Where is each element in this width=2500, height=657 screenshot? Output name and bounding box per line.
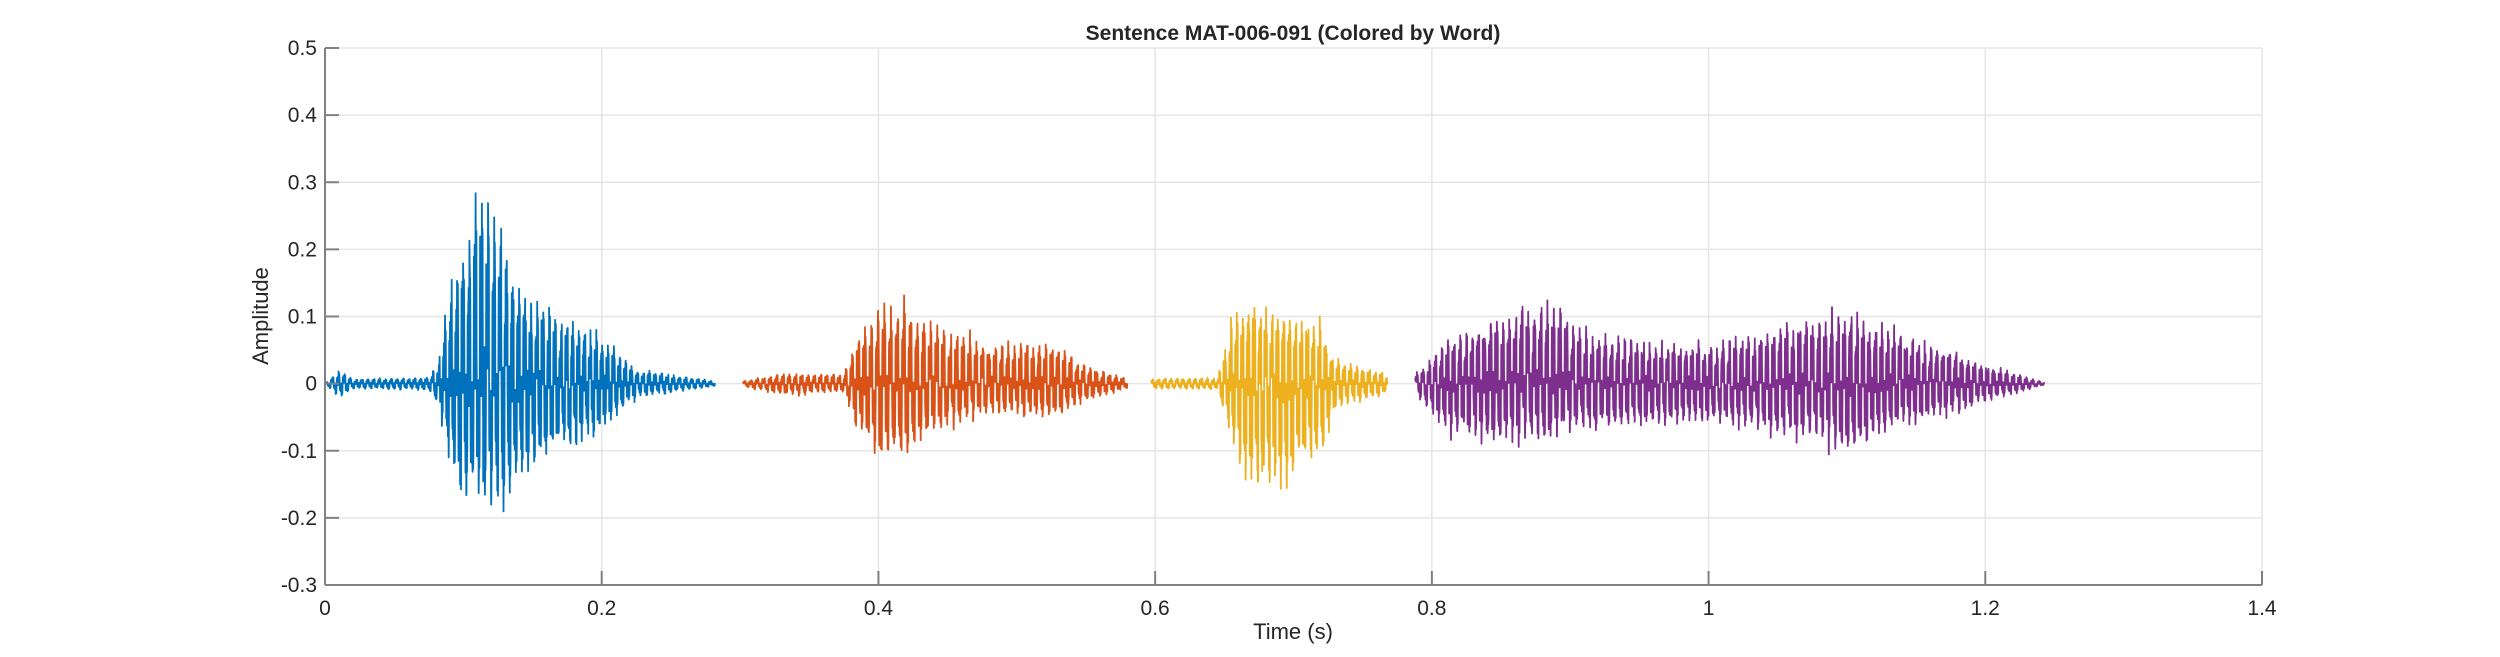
grid-lines (324, 47, 2263, 586)
series-line-word-4 (1414, 299, 2046, 456)
y-tick-label: 0.3 (288, 171, 317, 194)
x-tick-label: 0.8 (1417, 597, 1446, 620)
x-tick-label: 0.2 (587, 597, 616, 620)
y-tick-label: -0.3 (281, 574, 317, 597)
x-axis-label: Time (s) (1253, 619, 1333, 644)
y-tick-label: 0.5 (288, 37, 317, 60)
y-tick-label: -0.1 (281, 440, 317, 463)
series-line-word-3 (1150, 306, 1389, 490)
x-tick-label: 0.4 (864, 597, 894, 620)
y-tick-label: 0 (305, 373, 317, 396)
x-tick-label: 1.2 (1971, 597, 2000, 620)
y-tick-label: -0.2 (281, 507, 317, 530)
series-line-word-2 (742, 294, 1129, 454)
y-tick-label: 0.1 (288, 306, 317, 329)
x-tick-label: 0.6 (1141, 597, 1170, 620)
x-tick-label: 1 (1703, 597, 1715, 620)
waveform-series (324, 192, 2046, 513)
x-tick-label: 0 (319, 597, 331, 620)
y-tick-label: 0.2 (288, 238, 317, 261)
chart-title: Sentence MAT-006-091 (Colored by Word) (1086, 22, 1501, 45)
y-tick-label: 0.4 (288, 104, 318, 127)
tick-labels: 0 0.2 0.4 0.6 0.8 1 1.2 1.4 -0.3 -0.2 -0.1 0 0.1 0.2 0… (281, 37, 2277, 620)
axes (324, 47, 2263, 586)
x-tick-label: 1.4 (2247, 597, 2277, 620)
series-line-word-1 (324, 192, 716, 513)
y-axis-label: Amplitude (248, 267, 273, 365)
